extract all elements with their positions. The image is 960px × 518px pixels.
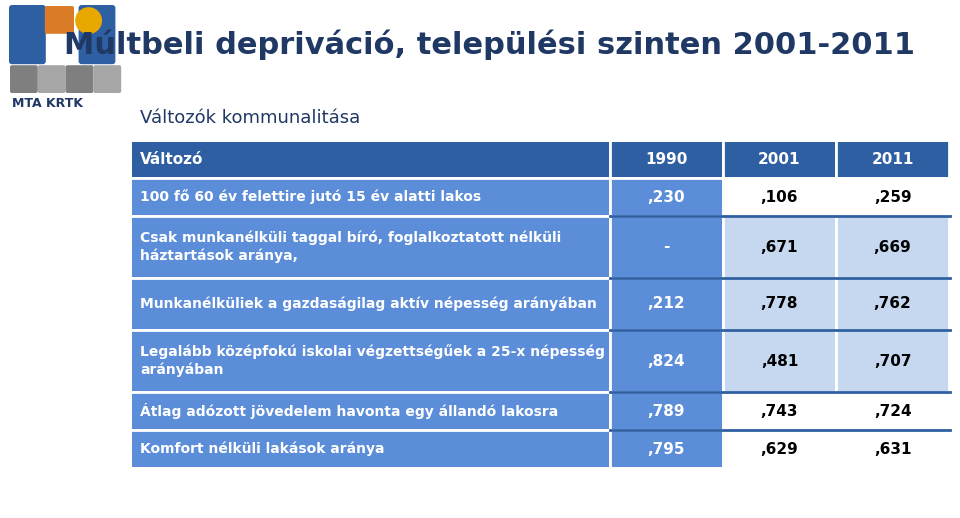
- Bar: [610, 140, 723, 178]
- Bar: [836, 392, 949, 430]
- Text: Munkanélküliek a gazdaságilag aktív népesség arányában: Munkanélküliek a gazdaságilag aktív népe…: [140, 297, 597, 311]
- Text: ,106: ,106: [760, 190, 798, 205]
- FancyBboxPatch shape: [10, 65, 37, 93]
- Text: Legalább középfokú iskolai végzettségűek a 25-x népesség
arányában: Legalább középfokú iskolai végzettségűek…: [140, 344, 605, 378]
- Bar: [130, 430, 610, 468]
- Text: ,762: ,762: [874, 296, 911, 311]
- Bar: [723, 430, 836, 468]
- Bar: [610, 392, 723, 430]
- Bar: [836, 140, 949, 178]
- FancyBboxPatch shape: [9, 5, 46, 64]
- Text: ,778: ,778: [760, 296, 798, 311]
- Bar: [130, 216, 610, 278]
- Bar: [836, 216, 949, 278]
- Bar: [836, 430, 949, 468]
- Bar: [610, 278, 723, 330]
- Bar: [723, 216, 836, 278]
- Bar: [723, 278, 836, 330]
- Bar: [610, 216, 723, 278]
- Bar: [610, 330, 723, 392]
- Text: Változó: Változó: [140, 151, 204, 166]
- Text: ,707: ,707: [874, 353, 911, 368]
- Bar: [130, 330, 610, 392]
- Bar: [610, 430, 723, 468]
- Text: ,724: ,724: [874, 404, 911, 419]
- Bar: [836, 330, 949, 392]
- Text: -: -: [663, 239, 669, 254]
- Bar: [130, 278, 610, 330]
- FancyBboxPatch shape: [45, 6, 74, 34]
- Text: ,629: ,629: [760, 441, 799, 456]
- Text: Átlag adózott jövedelem havonta egy állandó lakosra: Átlag adózott jövedelem havonta egy álla…: [140, 403, 559, 419]
- Text: 2001: 2001: [758, 151, 801, 166]
- FancyBboxPatch shape: [79, 5, 115, 64]
- Text: ,259: ,259: [874, 190, 911, 205]
- Bar: [723, 330, 836, 392]
- Bar: [610, 178, 723, 216]
- Bar: [836, 178, 949, 216]
- Bar: [723, 140, 836, 178]
- FancyBboxPatch shape: [65, 65, 93, 93]
- FancyBboxPatch shape: [37, 65, 65, 93]
- Bar: [130, 140, 610, 178]
- Circle shape: [75, 7, 102, 34]
- Bar: [130, 392, 610, 430]
- Text: Múltbeli depriváció, települési szinten 2001-2011: Múltbeli depriváció, települési szinten …: [64, 30, 916, 60]
- Text: ,212: ,212: [647, 296, 685, 311]
- Bar: [723, 178, 836, 216]
- Text: ,230: ,230: [647, 190, 685, 205]
- Text: ,631: ,631: [874, 441, 911, 456]
- Text: ,481: ,481: [760, 353, 798, 368]
- Text: 100 fő 60 év felettire jutó 15 év alatti lakos: 100 fő 60 év felettire jutó 15 év alatti…: [140, 190, 481, 205]
- FancyBboxPatch shape: [93, 65, 121, 93]
- Text: Csak munkanélküli taggal bíró, foglalkoztatott nélküli
háztartások aránya,: Csak munkanélküli taggal bíró, foglalkoz…: [140, 231, 562, 263]
- Text: MTA KRTK: MTA KRTK: [12, 97, 83, 110]
- Text: ,795: ,795: [648, 441, 685, 456]
- Text: ,669: ,669: [874, 239, 911, 254]
- Text: Komfort nélküli lakások aránya: Komfort nélküli lakások aránya: [140, 442, 385, 456]
- Text: ,789: ,789: [648, 404, 685, 419]
- Bar: [723, 392, 836, 430]
- Text: 1990: 1990: [645, 151, 687, 166]
- Text: 2011: 2011: [872, 151, 914, 166]
- Bar: [836, 278, 949, 330]
- Text: ,671: ,671: [760, 239, 798, 254]
- Bar: [130, 140, 950, 468]
- Text: ,743: ,743: [760, 404, 798, 419]
- Text: Változók kommunalitása: Változók kommunalitása: [140, 109, 360, 127]
- Bar: [130, 178, 610, 216]
- Text: ,824: ,824: [647, 353, 685, 368]
